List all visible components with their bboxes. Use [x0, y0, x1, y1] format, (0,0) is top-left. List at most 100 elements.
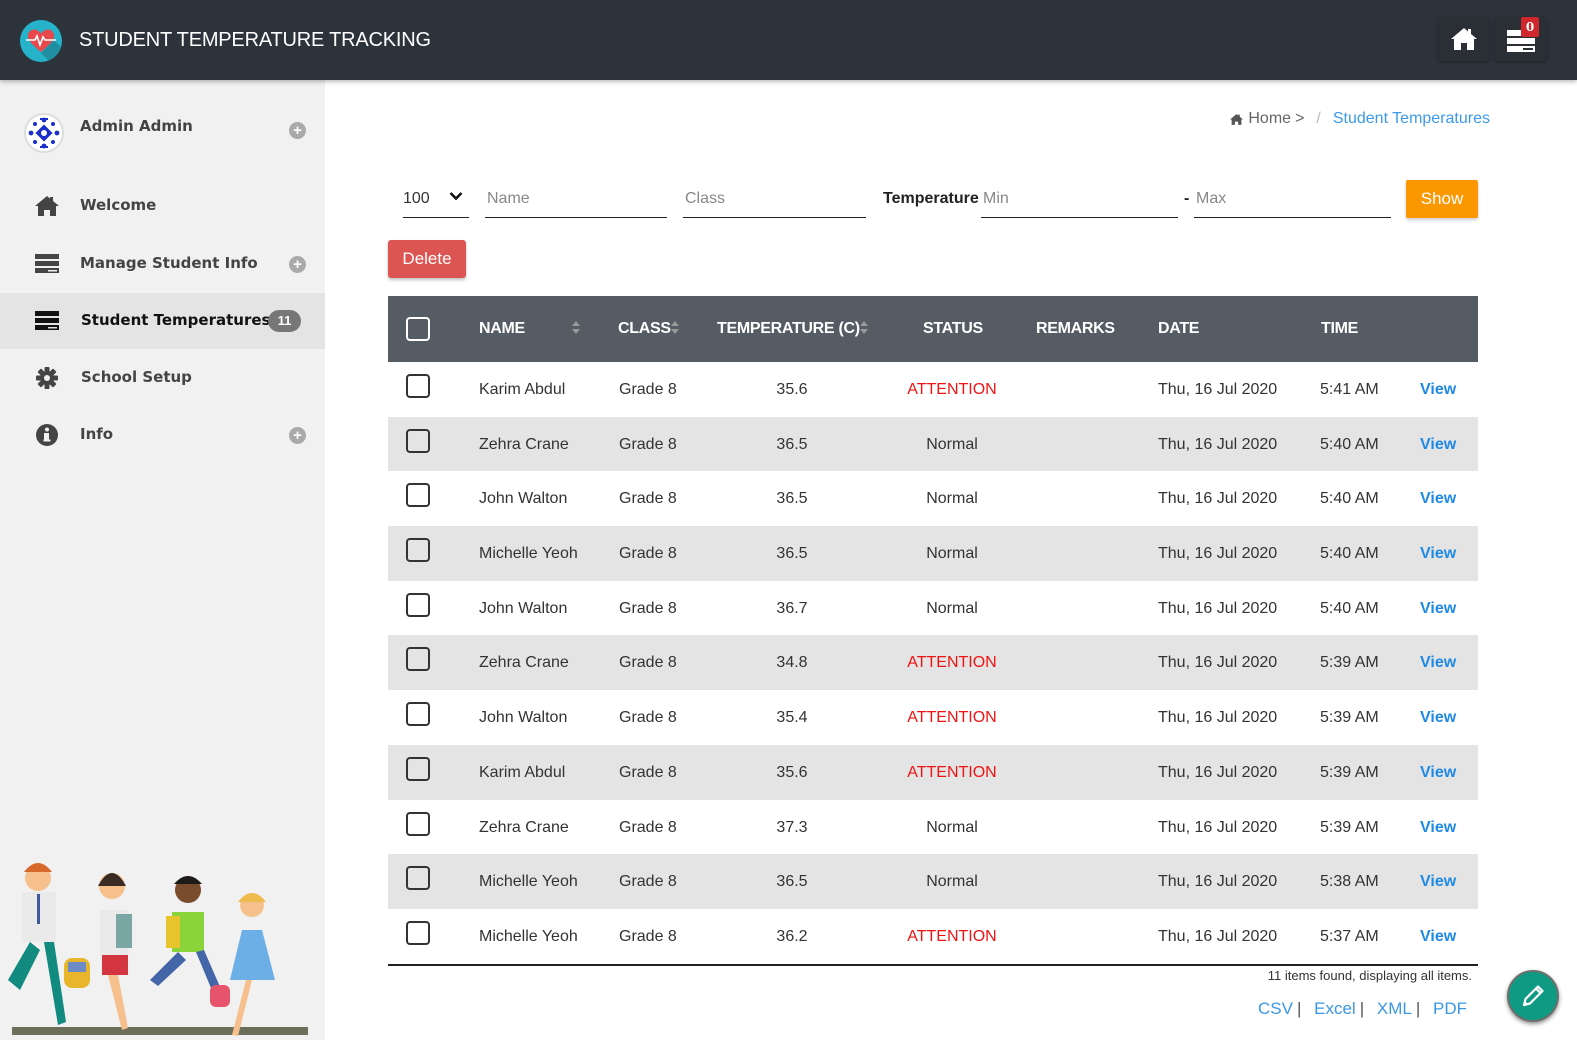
show-button[interactable]: Show — [1406, 180, 1478, 218]
export-xml-link[interactable]: XML — [1376, 999, 1412, 1018]
home-button[interactable] — [1438, 17, 1490, 61]
table-row: Michelle Yeoh Grade 8 36.5 Normal Thu, 16 Ju… — [388, 526, 1478, 581]
view-link[interactable]: View — [1420, 763, 1457, 781]
cell-class: Grade 8 — [619, 545, 677, 563]
view-link[interactable]: View — [1420, 818, 1457, 836]
row-checkbox[interactable] — [406, 538, 430, 563]
cell-time: 5:39 AM — [1320, 654, 1379, 672]
row-checkbox[interactable] — [406, 592, 430, 617]
sidebar-item-school-setup[interactable]: School Setup — [0, 350, 325, 406]
sort-icon[interactable] — [572, 321, 580, 335]
name-filter-input[interactable] — [485, 180, 667, 218]
cell-temperature: 36.5 — [776, 873, 808, 891]
table-row: Zehra Crane Grade 8 34.8 ATTENTION Thu, 16 J… — [388, 635, 1478, 691]
sort-icon[interactable] — [671, 321, 679, 335]
row-checkbox[interactable] — [406, 811, 430, 836]
cell-temperature: 35.6 — [776, 381, 808, 398]
home-icon — [35, 196, 59, 216]
cell-status: Normal — [926, 545, 978, 563]
cell-status: ATTENTION — [907, 927, 997, 945]
cell-date: Thu, 16 Jul 2020 — [1158, 927, 1278, 945]
cell-name: Zehra Crane — [479, 654, 569, 672]
column-header-status: STATUS — [923, 320, 983, 337]
column-header-temperature[interactable]: TEMPERATURE (C) — [717, 320, 860, 337]
table-row: Michelle Yeoh Grade 8 36.5 Normal Thu, 16 Ju… — [388, 854, 1478, 909]
cell-date: Thu, 16 Jul 2020 — [1158, 654, 1278, 672]
expand-plus-icon[interactable]: + — [289, 122, 306, 139]
cell-time: 5:39 AM — [1320, 709, 1379, 727]
user-profile[interactable]: Admin Admin + — [0, 110, 325, 170]
list-icon — [35, 311, 59, 330]
cell-name: John Walton — [479, 599, 568, 617]
view-link[interactable]: View — [1420, 490, 1457, 508]
sidebar-item-welcome[interactable]: Welcome — [0, 178, 325, 234]
view-link[interactable]: View — [1420, 435, 1457, 453]
column-header-class[interactable]: CLASS — [618, 320, 671, 337]
max-temperature-input[interactable] — [1194, 180, 1391, 218]
cell-status: ATTENTION — [907, 709, 997, 727]
column-header-date: DATE — [1158, 320, 1200, 337]
column-header-name[interactable]: NAME — [479, 320, 525, 337]
breadcrumb-arrow: > — [1295, 110, 1305, 127]
heartbeat-logo-icon — [20, 20, 62, 62]
breadcrumb: Home > / Student Temperatures — [1229, 110, 1490, 128]
cell-date: Thu, 16 Jul 2020 — [1158, 381, 1278, 398]
cell-time: 5:40 AM — [1320, 435, 1379, 453]
table-row: Michelle Yeoh Grade 8 36.2 ATTENTION Thu, 16… — [388, 909, 1478, 964]
sort-icon[interactable] — [860, 321, 868, 335]
cell-class: Grade 8 — [619, 763, 677, 781]
breadcrumb-home-link[interactable]: Home — [1248, 110, 1292, 127]
table-row: John Walton Grade 8 36.7 Normal Thu, 16 Jul … — [388, 581, 1478, 636]
temperature-label: Temperature — [883, 190, 979, 207]
row-checkbox[interactable] — [406, 374, 430, 398]
table-row: Karim Abdul Grade 8 35.6 ATTENTION Thu, 16 J… — [388, 362, 1478, 417]
view-link[interactable]: View — [1420, 709, 1457, 727]
row-checkbox[interactable] — [406, 866, 430, 891]
cell-status: Normal — [926, 818, 978, 836]
expand-plus-icon[interactable]: + — [289, 256, 306, 273]
page-size-select[interactable]: 100 — [403, 180, 469, 218]
min-temperature-input[interactable] — [981, 180, 1178, 218]
row-checkbox[interactable] — [406, 647, 430, 672]
view-link[interactable]: View — [1420, 545, 1457, 563]
cell-temperature: 36.5 — [776, 545, 808, 563]
cell-date: Thu, 16 Jul 2020 — [1158, 818, 1278, 836]
cell-status: Normal — [926, 490, 978, 508]
view-link[interactable]: View — [1420, 927, 1457, 945]
export-csv-link[interactable]: CSV — [1258, 999, 1293, 1018]
row-checkbox[interactable] — [406, 920, 430, 945]
cell-time: 5:40 AM — [1320, 545, 1379, 563]
view-link[interactable]: View — [1420, 599, 1457, 617]
info-icon — [36, 424, 58, 446]
user-name: Admin Admin — [80, 117, 193, 135]
cell-date: Thu, 16 Jul 2020 — [1158, 490, 1278, 508]
results-summary: 11 items found, displaying all items. — [1267, 968, 1472, 983]
expand-plus-icon[interactable]: + — [289, 427, 306, 444]
cell-temperature: 34.8 — [776, 654, 808, 672]
edit-fab-button[interactable] — [1507, 970, 1559, 1022]
view-link[interactable]: View — [1420, 381, 1457, 398]
cell-date: Thu, 16 Jul 2020 — [1158, 873, 1278, 891]
row-checkbox[interactable] — [406, 702, 430, 727]
cell-name: Zehra Crane — [479, 818, 569, 836]
export-excel-link[interactable]: Excel — [1314, 999, 1356, 1018]
cell-temperature: 36.5 — [776, 435, 808, 453]
delete-button[interactable]: Delete — [388, 240, 466, 278]
row-checkbox[interactable] — [406, 483, 430, 508]
cell-class: Grade 8 — [619, 654, 677, 672]
sidebar-item-info[interactable]: Info + — [0, 407, 325, 463]
view-link[interactable]: View — [1420, 873, 1457, 891]
notifications-button[interactable]: 0 — [1495, 17, 1547, 61]
sidebar-item-student-temperatures[interactable]: Student Temperatures 11 — [0, 293, 325, 349]
row-checkbox[interactable] — [406, 428, 430, 453]
cell-name: Michelle Yeoh — [479, 927, 578, 945]
home-icon — [1451, 28, 1477, 50]
view-link[interactable]: View — [1420, 654, 1457, 672]
export-pdf-link[interactable]: PDF — [1433, 999, 1467, 1018]
column-header-remarks: REMARKS — [1036, 320, 1115, 337]
select-all-checkbox[interactable] — [406, 317, 430, 341]
row-checkbox[interactable] — [406, 756, 430, 781]
sidebar: Admin Admin + Welcome Manage Student Inf… — [0, 80, 325, 1040]
sidebar-item-manage-student-info[interactable]: Manage Student Info + — [0, 236, 325, 292]
class-filter-input[interactable] — [683, 180, 866, 218]
